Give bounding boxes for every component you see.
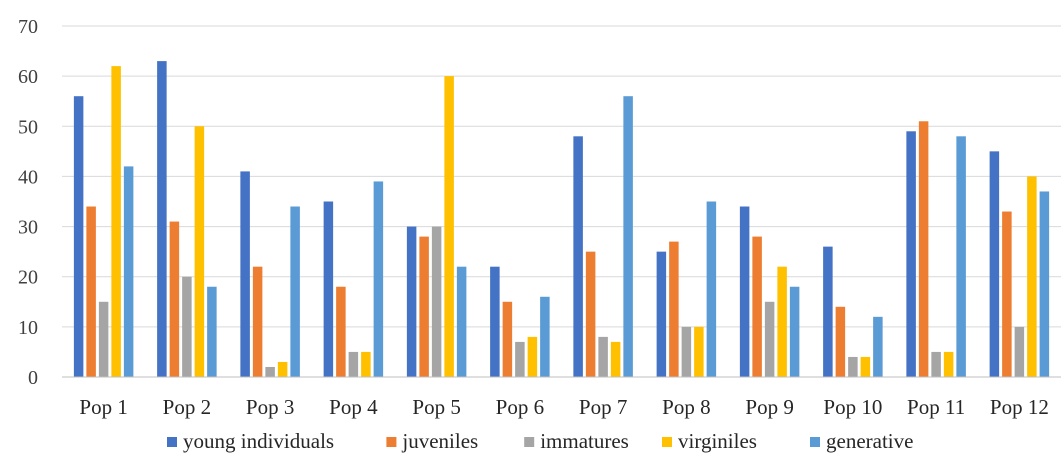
bar	[207, 286, 217, 377]
x-tick-label: Pop 3	[246, 395, 294, 419]
y-tick-label: 70	[18, 16, 38, 38]
bar	[789, 286, 800, 377]
x-tick-label: Pop 10	[823, 395, 882, 419]
bar	[598, 336, 608, 377]
bar	[490, 266, 500, 377]
bar	[681, 326, 692, 377]
x-tick-label: Pop 11	[907, 395, 965, 419]
bar	[694, 326, 704, 377]
bar	[860, 356, 871, 377]
bar	[656, 251, 667, 377]
legend-label: generative	[826, 429, 913, 453]
y-tick-label: 10	[18, 317, 38, 339]
bar	[502, 301, 513, 377]
legend-label: young individuals	[183, 429, 334, 453]
bar	[764, 301, 775, 377]
legend-label: virginiles	[678, 429, 757, 453]
bar	[336, 286, 346, 377]
y-tick-label: 20	[18, 267, 38, 289]
y-tick-label: 30	[18, 217, 38, 239]
bar	[623, 96, 633, 377]
bar	[373, 181, 384, 377]
bar	[1014, 326, 1025, 377]
legend-label: immatures	[540, 429, 629, 453]
bar	[348, 351, 359, 377]
bar	[277, 361, 288, 377]
bar	[252, 266, 263, 377]
bar	[931, 351, 941, 377]
bar	[86, 206, 96, 377]
bar	[111, 66, 121, 377]
bar	[956, 136, 966, 377]
bar	[240, 171, 250, 377]
x-tick-label: Pop 5	[412, 395, 460, 419]
bar	[406, 226, 417, 377]
bar	[669, 241, 679, 377]
y-tick-label: 40	[18, 166, 38, 188]
bar	[739, 206, 750, 377]
x-tick-label: Pop 8	[662, 395, 710, 419]
bar	[98, 301, 109, 377]
bar	[419, 236, 429, 377]
bar	[169, 221, 180, 377]
bar	[573, 136, 583, 377]
x-tick-label: Pop 6	[496, 395, 544, 419]
legend-swatch	[386, 437, 397, 447]
legend-swatch	[810, 437, 820, 447]
x-tick-label: Pop 4	[329, 395, 378, 419]
x-tick-label: Pop 1	[79, 395, 127, 419]
bar	[265, 366, 275, 377]
bar	[848, 356, 858, 377]
x-tick-label: Pop 9	[745, 395, 793, 419]
bar	[752, 236, 762, 377]
bar	[585, 251, 596, 377]
bar	[123, 166, 134, 377]
legend-swatch	[167, 437, 177, 447]
bar	[323, 201, 334, 377]
bar	[290, 206, 300, 377]
bar	[527, 336, 538, 377]
y-tick-label: 50	[18, 116, 38, 138]
y-tick-label: 0	[28, 367, 38, 389]
bar	[777, 266, 787, 377]
y-axis: 0 10 20 30 40 50 60 70	[18, 16, 38, 389]
bar	[431, 226, 442, 377]
bar	[835, 306, 846, 377]
y-tick-label: 60	[18, 66, 38, 88]
bar	[1027, 176, 1037, 377]
x-tick-label: Pop 7	[579, 395, 627, 419]
bar	[823, 246, 833, 377]
bar	[1002, 211, 1012, 377]
bar	[989, 151, 1000, 377]
gridlines	[62, 25, 1061, 328]
legend-label: juveniles	[401, 429, 478, 453]
bar	[610, 341, 621, 377]
bar	[73, 96, 84, 377]
legend: young individuals juveniles immatures virgi…	[167, 429, 913, 453]
bar	[918, 121, 929, 378]
bar	[361, 351, 371, 377]
x-tick-label: Pop 2	[163, 395, 211, 419]
bars	[73, 61, 1050, 378]
bar	[1039, 191, 1050, 377]
bar	[515, 341, 525, 377]
legend-swatch	[662, 437, 672, 447]
x-tick-label: Pop 12	[990, 395, 1049, 419]
bar	[540, 296, 550, 377]
bar	[706, 201, 717, 377]
bar	[906, 131, 916, 377]
bar	[444, 76, 454, 378]
legend-swatch	[524, 437, 535, 447]
bar	[943, 351, 954, 377]
bar	[456, 266, 467, 377]
bar	[182, 276, 192, 377]
bar	[157, 61, 167, 377]
bar	[873, 316, 883, 377]
x-axis: Pop 1 Pop 2 Pop 3 Pop 4 Pop 5 Pop 6 Pop 7 Pop 8…	[62, 376, 1061, 419]
bar	[194, 126, 205, 378]
